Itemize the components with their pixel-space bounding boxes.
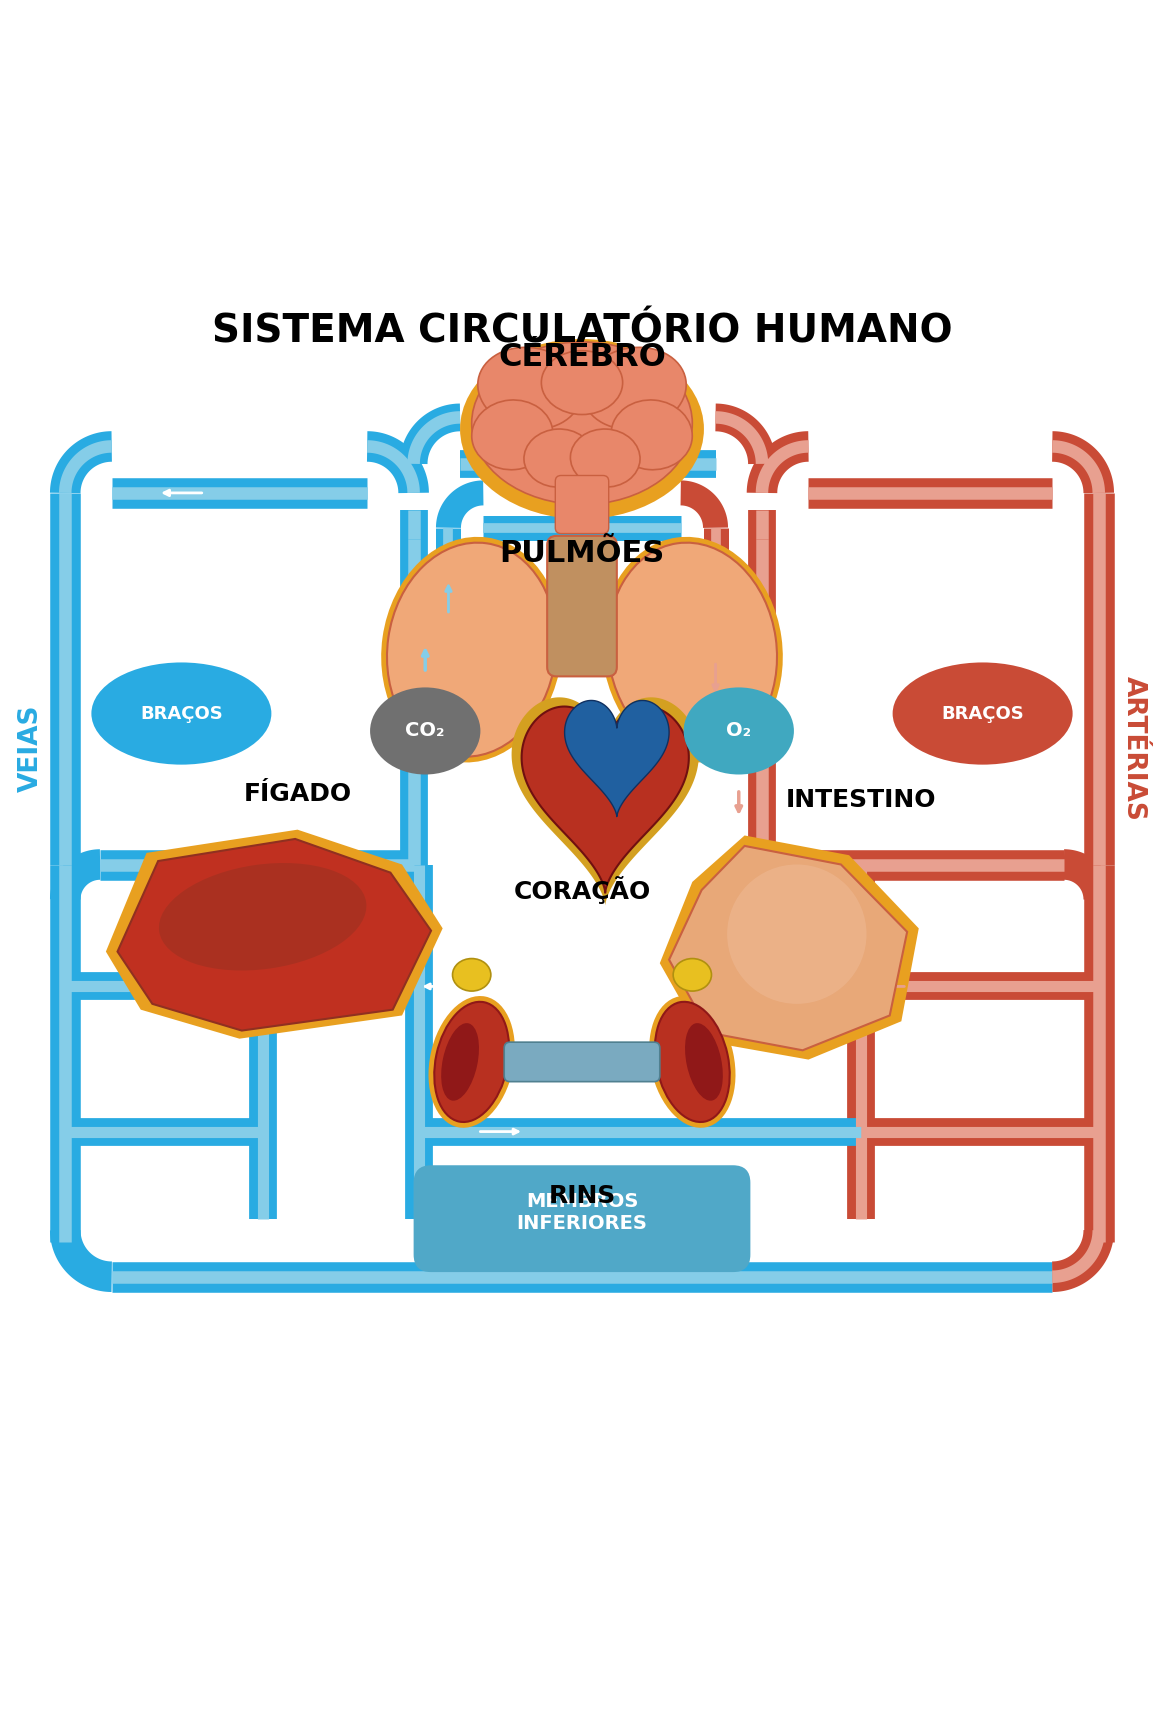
FancyBboxPatch shape xyxy=(413,1165,751,1273)
Ellipse shape xyxy=(570,429,640,488)
Ellipse shape xyxy=(608,543,778,757)
Ellipse shape xyxy=(471,399,553,470)
Ellipse shape xyxy=(428,996,514,1127)
Text: CÉREBRO: CÉREBRO xyxy=(498,342,666,373)
Ellipse shape xyxy=(477,348,582,429)
Polygon shape xyxy=(118,839,431,1030)
Text: CORAÇÃO: CORAÇÃO xyxy=(513,877,651,904)
Text: MEMBROS
INFERIORES: MEMBROS INFERIORES xyxy=(517,1193,647,1233)
Ellipse shape xyxy=(441,1024,478,1101)
Ellipse shape xyxy=(159,863,367,970)
Ellipse shape xyxy=(650,996,736,1127)
Ellipse shape xyxy=(92,662,271,764)
Ellipse shape xyxy=(655,1001,730,1122)
Ellipse shape xyxy=(683,688,794,775)
Text: CO₂: CO₂ xyxy=(405,721,445,740)
Text: SISTEMA CIRCULATÓRIO HUMANO: SISTEMA CIRCULATÓRIO HUMANO xyxy=(212,313,952,351)
Ellipse shape xyxy=(686,1024,723,1101)
Polygon shape xyxy=(669,845,907,1050)
FancyBboxPatch shape xyxy=(547,536,617,676)
Text: BRAÇOS: BRAÇOS xyxy=(942,704,1024,723)
Ellipse shape xyxy=(582,348,687,429)
Ellipse shape xyxy=(471,342,693,505)
Text: BRAÇOS: BRAÇOS xyxy=(140,704,222,723)
Ellipse shape xyxy=(381,538,562,762)
Text: RINS: RINS xyxy=(548,1184,616,1209)
Ellipse shape xyxy=(524,429,594,488)
Ellipse shape xyxy=(386,543,556,757)
Polygon shape xyxy=(512,697,698,906)
Ellipse shape xyxy=(541,351,623,415)
Polygon shape xyxy=(565,700,669,816)
Ellipse shape xyxy=(893,662,1072,764)
FancyBboxPatch shape xyxy=(504,1043,660,1082)
Ellipse shape xyxy=(434,1001,509,1122)
Text: ARTÉRIAS: ARTÉRIAS xyxy=(1121,676,1147,821)
Ellipse shape xyxy=(370,688,481,775)
Text: PULMÕES: PULMÕES xyxy=(499,539,665,569)
Polygon shape xyxy=(660,835,918,1060)
Ellipse shape xyxy=(673,958,711,991)
Ellipse shape xyxy=(460,339,704,519)
Text: FÍGADO: FÍGADO xyxy=(243,783,352,806)
Text: VEIAS: VEIAS xyxy=(17,705,43,792)
Ellipse shape xyxy=(728,864,866,1005)
FancyBboxPatch shape xyxy=(555,475,609,534)
Ellipse shape xyxy=(611,399,693,470)
Polygon shape xyxy=(106,830,442,1039)
Text: O₂: O₂ xyxy=(726,721,751,740)
Ellipse shape xyxy=(602,538,783,762)
Polygon shape xyxy=(521,707,689,892)
Ellipse shape xyxy=(453,958,491,991)
Text: INTESTINO: INTESTINO xyxy=(786,788,936,813)
